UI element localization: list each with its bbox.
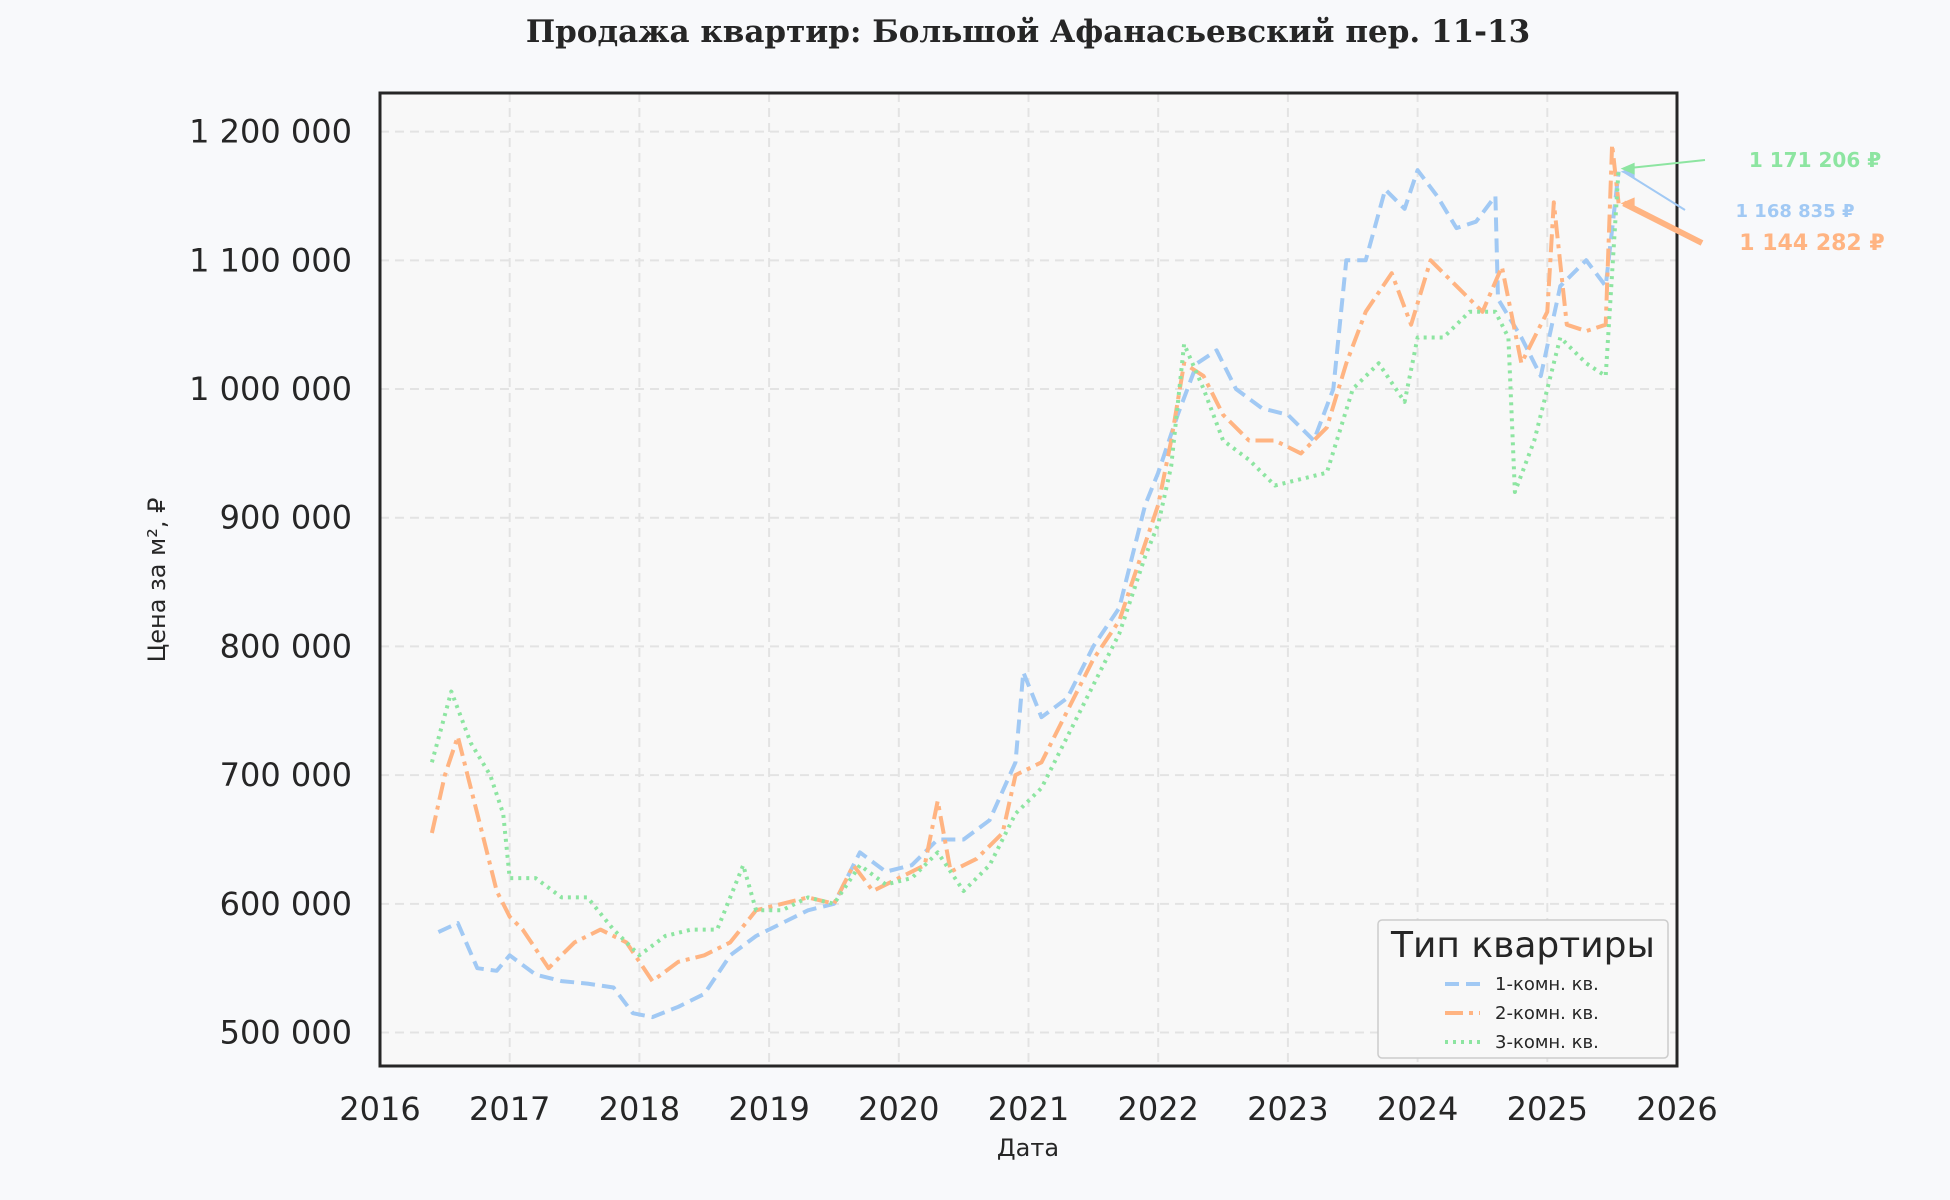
x-tick-label: 2017 — [469, 1090, 550, 1128]
annotation-arrow — [1623, 159, 1706, 170]
annotation-arrowhead — [1620, 162, 1635, 175]
x-tick-label: 2018 — [599, 1090, 680, 1128]
legend-items: 1-комн. кв. 2-комн. кв. 3-комн. кв. — [1445, 974, 1599, 1053]
y-tick-label: 500 000 — [220, 1014, 352, 1052]
series-line — [437, 168, 1621, 1020]
y-axis-label: Цена за м², ₽ — [143, 498, 171, 663]
y-tick-label: 1 200 000 — [189, 113, 352, 151]
x-tick-label: 2026 — [1636, 1090, 1717, 1128]
x-tick-label: 2020 — [858, 1090, 939, 1128]
y-tick-label: 1 100 000 — [189, 241, 352, 279]
annotation-arrow — [1622, 200, 1704, 246]
x-tick-label: 2019 — [728, 1090, 809, 1128]
legend-title: Тип квартиры — [1390, 925, 1655, 966]
legend-entry: 3-комн. кв. — [1495, 1032, 1599, 1053]
end-value-annotations: 1 168 835 ₽ 1 144 282 ₽ 1 171 206 ₽ — [1620, 148, 1885, 256]
legend: Тип квартиры 1-комн. кв. 2-комн. кв. 3-ком… — [1377, 919, 1669, 1059]
y-tick-label: 1 000 000 — [189, 370, 352, 408]
y-axis-ticks: 500 000 600 000 700 000 800 000 900 000 1 000… — [189, 113, 352, 1052]
series-lines — [429, 142, 1621, 1020]
x-axis-label: Дата — [997, 1134, 1059, 1162]
annotation-label: 1 171 206 ₽ — [1749, 148, 1881, 172]
annotation-arrowhead — [1620, 197, 1635, 210]
y-tick-label: 600 000 — [220, 885, 352, 923]
x-tick-label: 2022 — [1117, 1090, 1198, 1128]
series-line — [429, 168, 1621, 958]
x-tick-label: 2016 — [339, 1090, 420, 1128]
plot-frame — [378, 91, 1679, 1068]
y-tick-label: 800 000 — [220, 627, 352, 665]
y-tick-label: 700 000 — [220, 756, 352, 794]
annotation-label: 1 168 835 ₽ — [1736, 201, 1855, 222]
annotation-arrow — [1623, 170, 1686, 211]
chart-title: Продажа квартир: Большой Афанасьевский п… — [526, 14, 1530, 50]
legend-entry: 2-комн. кв. — [1495, 1003, 1599, 1024]
legend-entry: 1-комн. кв. — [1495, 974, 1599, 995]
x-tick-label: 2025 — [1507, 1090, 1588, 1128]
x-tick-label: 2023 — [1247, 1090, 1328, 1128]
legend-box — [1377, 919, 1669, 1059]
x-tick-label: 2024 — [1377, 1090, 1458, 1128]
y-tick-label: 900 000 — [220, 499, 352, 537]
series-line — [429, 142, 1621, 984]
x-axis-ticks: 2016 2017 2018 2019 2020 2021 2022 2023 2024 2025… — [339, 1090, 1717, 1128]
x-tick-label: 2021 — [988, 1090, 1069, 1128]
annotation-label: 1 144 282 ₽ — [1739, 231, 1884, 256]
